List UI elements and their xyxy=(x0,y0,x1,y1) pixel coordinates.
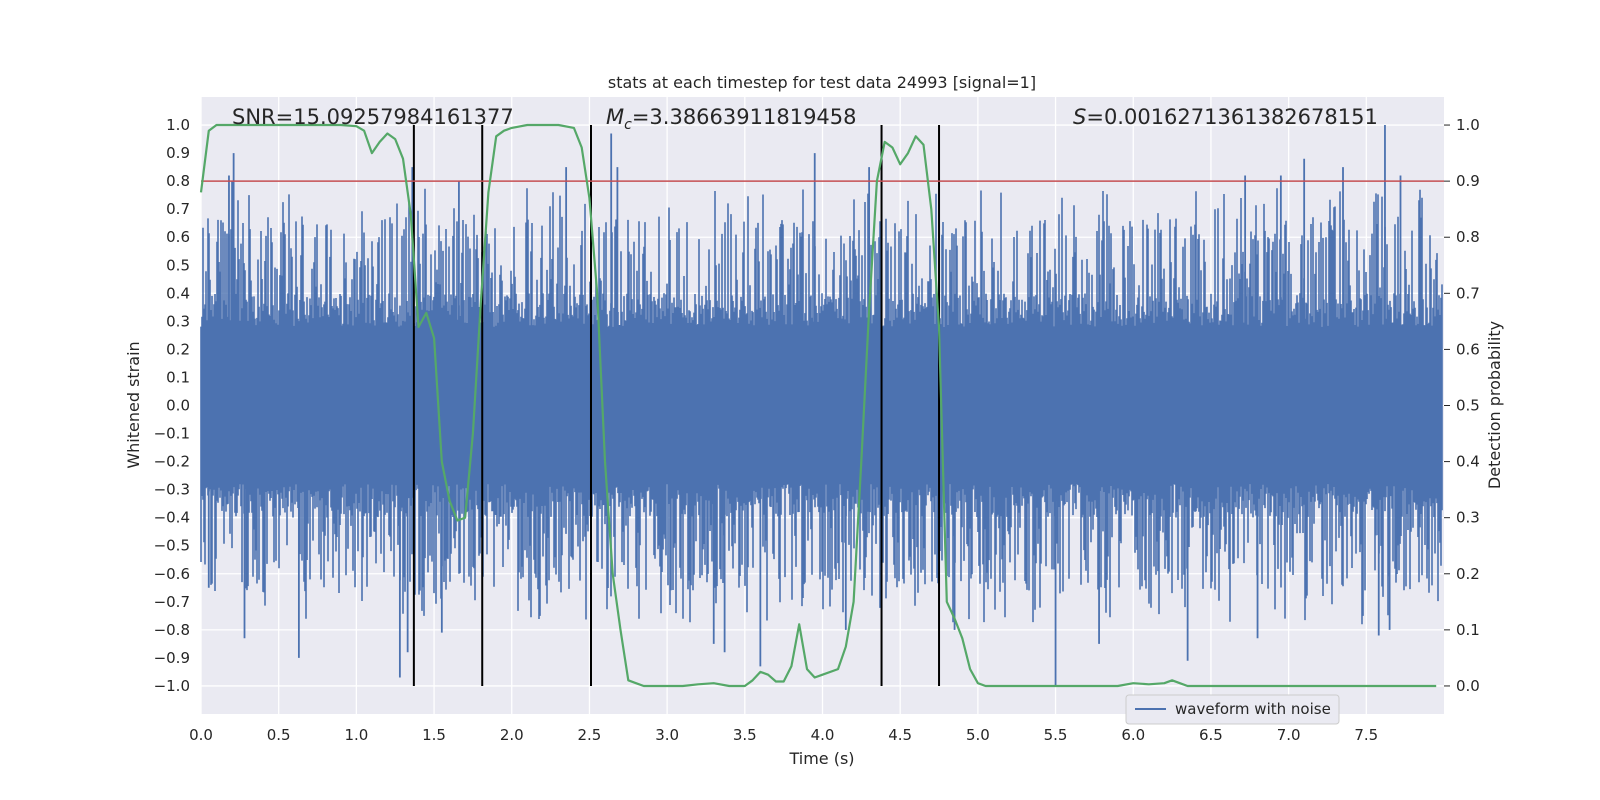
x-tick-label: 0.0 xyxy=(189,726,213,744)
y-tick-label-left: 0.5 xyxy=(166,256,190,274)
x-tick-label: 3.0 xyxy=(655,726,679,744)
x-tick-labels: 0.0 0.5 1.0 1.5 2.0 2.5 3.0 3.5 4.0 4.5 5.0 5.5 6.0 6… xyxy=(189,726,1378,744)
y-tick-label-left: 0.3 xyxy=(166,312,190,330)
y-tick-label-left: −0.8 xyxy=(154,621,190,639)
y-tick-label-left: 0.1 xyxy=(166,368,190,386)
y-tick-label-left: 1.0 xyxy=(166,116,190,134)
x-tick-label: 7.5 xyxy=(1354,726,1378,744)
legend-box xyxy=(1125,694,1340,725)
y-tick-label-left: −0.5 xyxy=(154,537,190,555)
probability-series xyxy=(199,123,1437,688)
x-tick-label: 7.0 xyxy=(1277,726,1301,744)
y-axis-label-right: Detection probability xyxy=(1485,321,1504,489)
y-tick-label-right: 0.9 xyxy=(1456,172,1480,190)
waveform-series xyxy=(200,125,1443,686)
y-tick-label-right: 0.7 xyxy=(1456,284,1480,302)
y-tick-label-left: −0.2 xyxy=(154,453,190,471)
y-tick-label-right: 0.8 xyxy=(1456,228,1480,246)
x-tick-label: 4.0 xyxy=(811,726,835,744)
y-tick-label-left: −0.1 xyxy=(154,425,190,443)
x-tick-label: 2.0 xyxy=(500,726,524,744)
x-tick-label: 3.5 xyxy=(733,726,757,744)
y-tick-labels-right: 1.0 0.9 0.8 0.7 0.6 0.5 0.4 0.3 0.2 0.1 0.0 xyxy=(1444,116,1480,695)
y-tick-label-left: −0.7 xyxy=(154,593,190,611)
y-tick-label-left: −0.4 xyxy=(154,509,190,527)
y-tick-label-right: 0.0 xyxy=(1456,677,1480,695)
y-tick-label-right: 1.0 xyxy=(1456,116,1480,134)
y-tick-label-left: 0.8 xyxy=(166,172,190,190)
chirp-mass-annotation: Mc=3.38663911819458 xyxy=(606,105,857,133)
y-tick-label-left: 0.4 xyxy=(166,284,190,302)
x-tick-label: 5.0 xyxy=(966,726,990,744)
y-tick-label-left: −1.0 xyxy=(154,677,190,695)
x-axis-label: Time (s) xyxy=(788,749,854,768)
y-tick-label-right: 0.4 xyxy=(1456,453,1480,471)
s-symbol: S xyxy=(1073,105,1086,129)
x-tick-label: 1.0 xyxy=(344,726,368,744)
y-tick-label-left: −0.6 xyxy=(154,565,190,583)
y-tick-label-left: −0.9 xyxy=(154,649,190,667)
y-axis-label-left: Whitened strain xyxy=(124,341,143,468)
y-tick-label-left: 0.2 xyxy=(166,340,190,358)
mc-value: =3.38663911819458 xyxy=(632,105,857,129)
x-tick-label: 1.5 xyxy=(422,726,446,744)
x-tick-label: 6.0 xyxy=(1121,726,1145,744)
y-tick-label-right: 0.2 xyxy=(1456,565,1480,583)
y-tick-label-right: 0.6 xyxy=(1456,340,1480,358)
x-tick-label: 0.5 xyxy=(267,726,291,744)
y-tick-label-right: 0.3 xyxy=(1456,509,1480,527)
legend: waveform with noise xyxy=(1125,694,1340,725)
s-annotation: S=0.0016271361382678151 xyxy=(1073,105,1378,129)
probability-line xyxy=(199,123,1437,688)
s-value: =0.0016271361382678151 xyxy=(1086,105,1378,129)
y-tick-label-right: 0.1 xyxy=(1456,621,1480,639)
y-tick-label-right: 0.5 xyxy=(1456,397,1480,415)
mc-subscript: c xyxy=(624,117,632,133)
y-tick-labels-left: 1.0 0.9 0.8 0.7 0.6 0.5 0.4 0.3 0.2 0.1 0.0 −0.1 −0.… xyxy=(154,116,190,695)
y-tick-label-left: 0.0 xyxy=(166,397,190,415)
chart-title: stats at each timestep for test data 249… xyxy=(608,73,1036,92)
y-tick-label-left: 0.6 xyxy=(166,228,190,246)
y-tick-label-left: 0.9 xyxy=(166,144,190,162)
x-tick-label: 5.5 xyxy=(1044,726,1068,744)
legend-label-waveform: waveform with noise xyxy=(1175,700,1331,718)
snr-annotation: SNR=15.09257984161377 xyxy=(232,105,514,129)
y-tick-label-left: −0.3 xyxy=(154,481,190,499)
y-tick-label-left: 0.7 xyxy=(166,200,190,218)
x-tick-label: 4.5 xyxy=(888,726,912,744)
mc-symbol: M xyxy=(606,105,624,129)
x-tick-label: 2.5 xyxy=(578,726,602,744)
x-tick-label: 6.5 xyxy=(1199,726,1223,744)
